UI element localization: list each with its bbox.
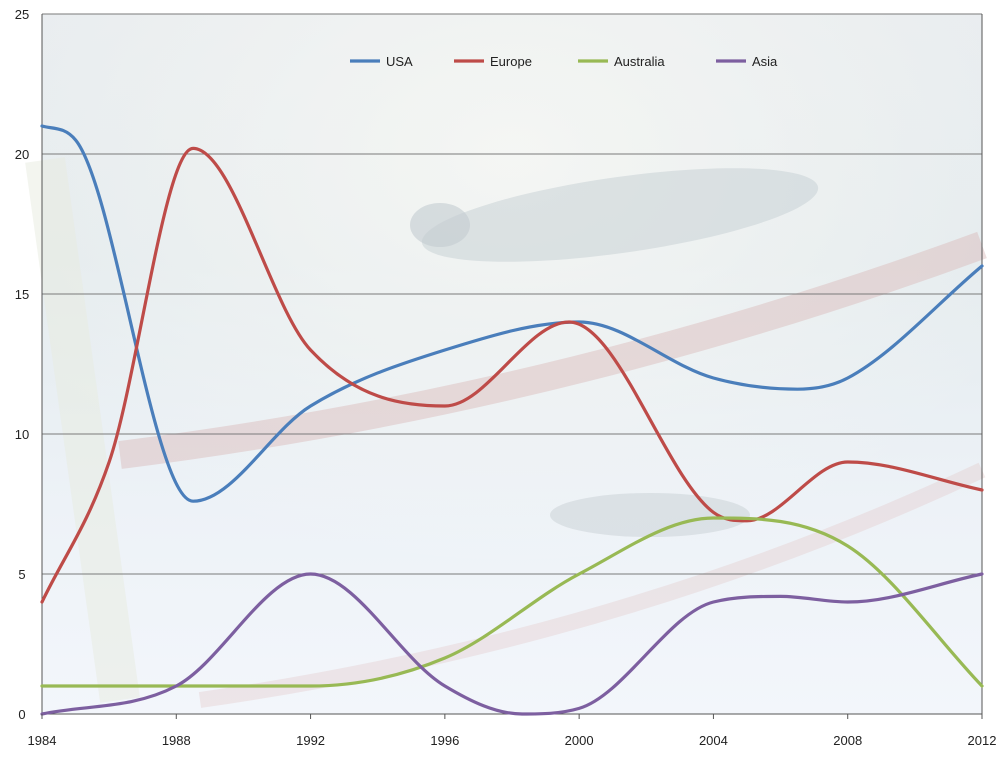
x-tick-label: 1992 — [296, 733, 325, 748]
legend-item-europe: Europe — [454, 54, 532, 69]
y-tick-label: 20 — [15, 147, 29, 162]
x-tick-label: 1996 — [430, 733, 459, 748]
legend-item-australia: Australia — [578, 54, 665, 69]
x-tick-label: 2012 — [968, 733, 997, 748]
legend-label: Europe — [490, 54, 532, 69]
series-lines — [40, 124, 984, 716]
x-tick-label: 2004 — [699, 733, 728, 748]
series-line-europe — [40, 146, 984, 604]
series-line-australia — [40, 516, 984, 688]
legend-label: Asia — [752, 54, 778, 69]
series-line-usa — [40, 124, 984, 503]
y-axis-tick-labels: 0 5 10 15 20 25 — [15, 7, 29, 722]
background-photo — [25, 14, 987, 714]
y-tick-label: 15 — [15, 287, 29, 302]
legend-item-usa: USA — [350, 54, 413, 69]
series-line-asia — [40, 572, 984, 716]
legend: USA Europe Australia Asia — [350, 54, 778, 69]
x-tick-label: 1988 — [162, 733, 191, 748]
legend-label: Australia — [614, 54, 665, 69]
y-tick-label: 5 — [18, 567, 25, 582]
y-tick-label: 0 — [18, 707, 25, 722]
grid-lines — [42, 13, 982, 575]
legend-label: USA — [386, 54, 413, 69]
x-tick-label: 2008 — [833, 733, 862, 748]
y-tick-label: 25 — [15, 7, 29, 22]
x-tick-label: 2000 — [565, 733, 594, 748]
x-tick-label: 1984 — [28, 733, 57, 748]
legend-item-asia: Asia — [716, 54, 778, 69]
x-axis-tick-labels: 1984 1988 1992 1996 2000 2004 2008 2012 — [28, 714, 997, 748]
y-tick-label: 10 — [15, 427, 29, 442]
